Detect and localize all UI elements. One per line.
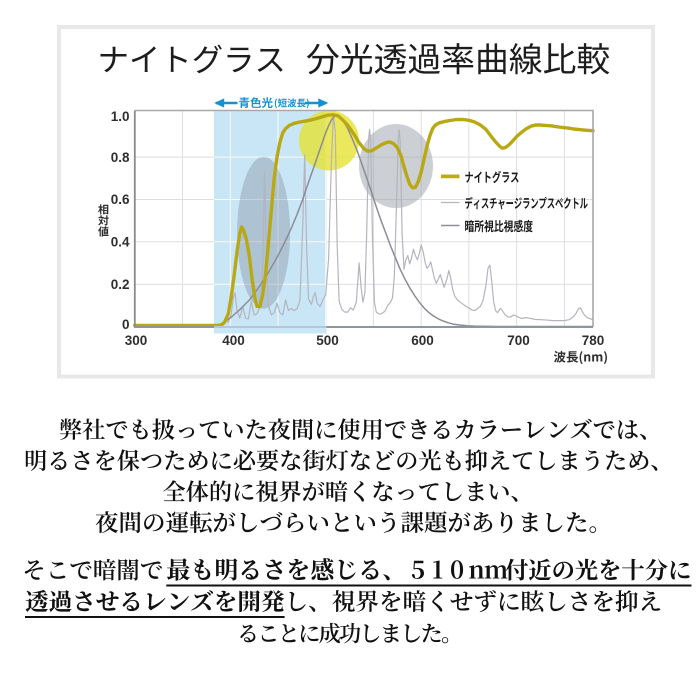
svg-text:0.4: 0.4 bbox=[111, 235, 130, 250]
svg-text:0.8: 0.8 bbox=[111, 150, 130, 165]
svg-text:500: 500 bbox=[316, 333, 339, 348]
svg-text:780: 780 bbox=[582, 333, 605, 348]
svg-text:600: 600 bbox=[411, 333, 434, 348]
svg-text:1.0: 1.0 bbox=[111, 109, 130, 124]
svg-text:0.6: 0.6 bbox=[111, 192, 130, 207]
svg-text:300: 300 bbox=[125, 333, 148, 348]
svg-text:0.2: 0.2 bbox=[111, 277, 130, 292]
svg-text:700: 700 bbox=[507, 333, 530, 348]
svg-text:0: 0 bbox=[122, 317, 130, 332]
svg-text:400: 400 bbox=[222, 333, 245, 348]
